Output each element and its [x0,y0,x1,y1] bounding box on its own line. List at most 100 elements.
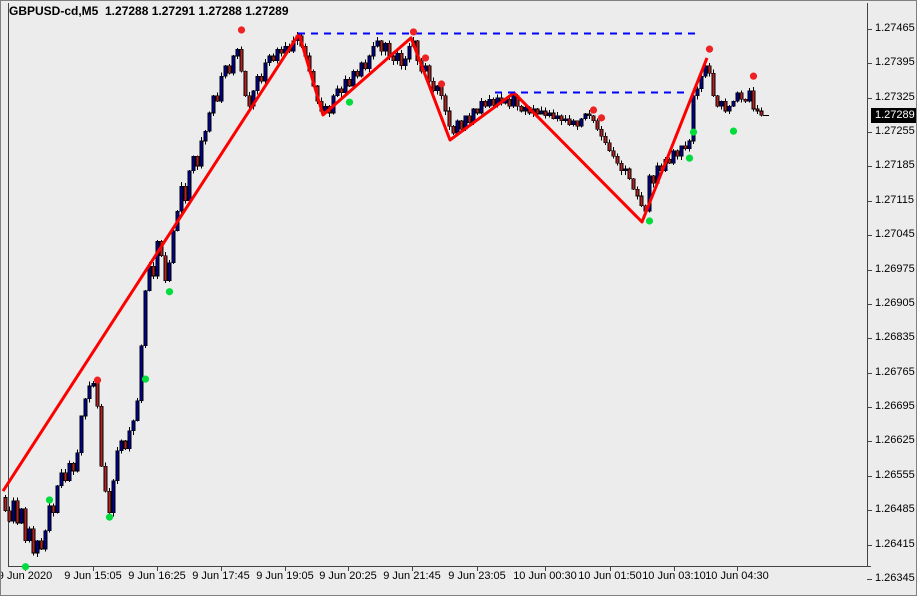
time-tick-label: 9 Jun 16:25 [128,570,186,582]
candle-body [115,450,120,482]
candle-body [171,230,176,264]
candle-body [139,345,144,402]
chart-quote-header: GBPUSD-cd,M5 1.27288 1.27291 1.27288 1.2… [9,4,289,18]
candle-body [335,88,340,97]
candle-body [263,62,268,82]
candle-body [375,40,380,47]
candle-body [711,72,716,97]
time-axis[interactable]: 9 Jun 2020 9 Jun 15:05 9 Jun 16:25 9 Jun 17… [1,566,867,591]
candle-body [147,265,152,292]
candle-body [759,110,764,116]
candle-body [595,120,600,130]
candle-body [63,472,68,482]
price-tick-label: 1.27465 [875,22,915,34]
price-axis[interactable]: 1.27465 1.27395 1.27325 1.27255 1.27185 1.271… [867,1,916,595]
candle-body [3,497,8,512]
price-tick-label: 1.27395 [875,56,915,68]
candle-body [227,65,232,74]
time-tick-label: 10 Jun 04:30 [705,570,769,582]
price-tick-label: 1.27255 [875,125,915,137]
candle-body [347,78,352,87]
candle-body [235,48,240,57]
candle-body [547,112,552,117]
sell-signal-dot [437,80,446,88]
candle-body [183,185,188,202]
candle-body [671,150,676,164]
candle-body [735,92,740,102]
candle-body [723,100,728,112]
time-tick-label: 9 Jun 19:05 [256,570,314,582]
candle-body [255,75,260,92]
candle-body [135,400,140,422]
candle-body [95,382,100,407]
candle-body [67,462,72,482]
candle-body [755,108,760,112]
candle-body [247,95,252,107]
candle-body [371,45,376,57]
candle-body [695,88,700,97]
candle-body [15,500,20,524]
candle-body [619,162,624,172]
candle-body [239,48,244,72]
candle-body [687,140,692,150]
candle-body [39,540,44,550]
candle-body [99,405,104,467]
candle-body [683,145,688,150]
candle-body [187,170,192,202]
price-tick-label: 1.26485 [875,503,915,515]
candle-body [395,52,400,62]
buy-signal-dot [645,217,654,225]
candle-body [151,265,156,277]
candle-body [211,95,216,114]
candle-body [23,508,28,541]
candle-body [483,100,488,107]
sell-signal-dot [237,26,246,34]
candle-body [83,398,88,417]
time-tick-label: 10 Jun 03:10 [642,570,706,582]
candle-body [651,175,656,184]
candle-body [355,70,360,77]
candle-body [511,95,516,107]
candle-body [707,65,712,74]
candle-body [363,62,368,70]
candle-body [519,105,524,112]
candle-body [271,55,276,62]
candle-body [379,40,384,52]
candle-body [11,500,16,522]
candle-body [459,120,464,130]
candle-body [607,142,612,152]
time-tick-label: 9 Jun 23:05 [448,570,506,582]
sell-signal-dot [421,54,430,62]
time-tick-label: 9 Jun 21:45 [383,570,441,582]
candle-body [739,92,744,100]
candle-body [431,80,436,92]
candle-body [407,45,412,60]
candle-body [451,125,456,134]
buy-signal-dot [105,513,114,521]
candle-body [167,262,172,282]
price-tick-label: 1.26695 [875,400,915,412]
sell-signal-dot [93,376,102,384]
candle-body [199,140,204,167]
candle-body [575,120,580,127]
candle-body [259,75,264,82]
candle-body [475,108,480,114]
candle-body [367,55,372,70]
candle-body [667,158,672,164]
candle-body [647,175,652,212]
candle-body [399,52,404,67]
candle-body [223,65,228,77]
candle-body [111,480,116,514]
candle-body [31,528,36,554]
candle-body [143,290,148,347]
buy-signal-dot [165,288,174,296]
price-tick-label: 1.26835 [875,331,915,343]
price-tick-label: 1.26345 [875,572,915,584]
buy-signal-dot [689,128,698,136]
candle-body [191,155,196,172]
sell-signal-dot [705,45,714,53]
candle-body [339,88,344,94]
candle-body [627,168,632,180]
candle-body [219,75,224,102]
